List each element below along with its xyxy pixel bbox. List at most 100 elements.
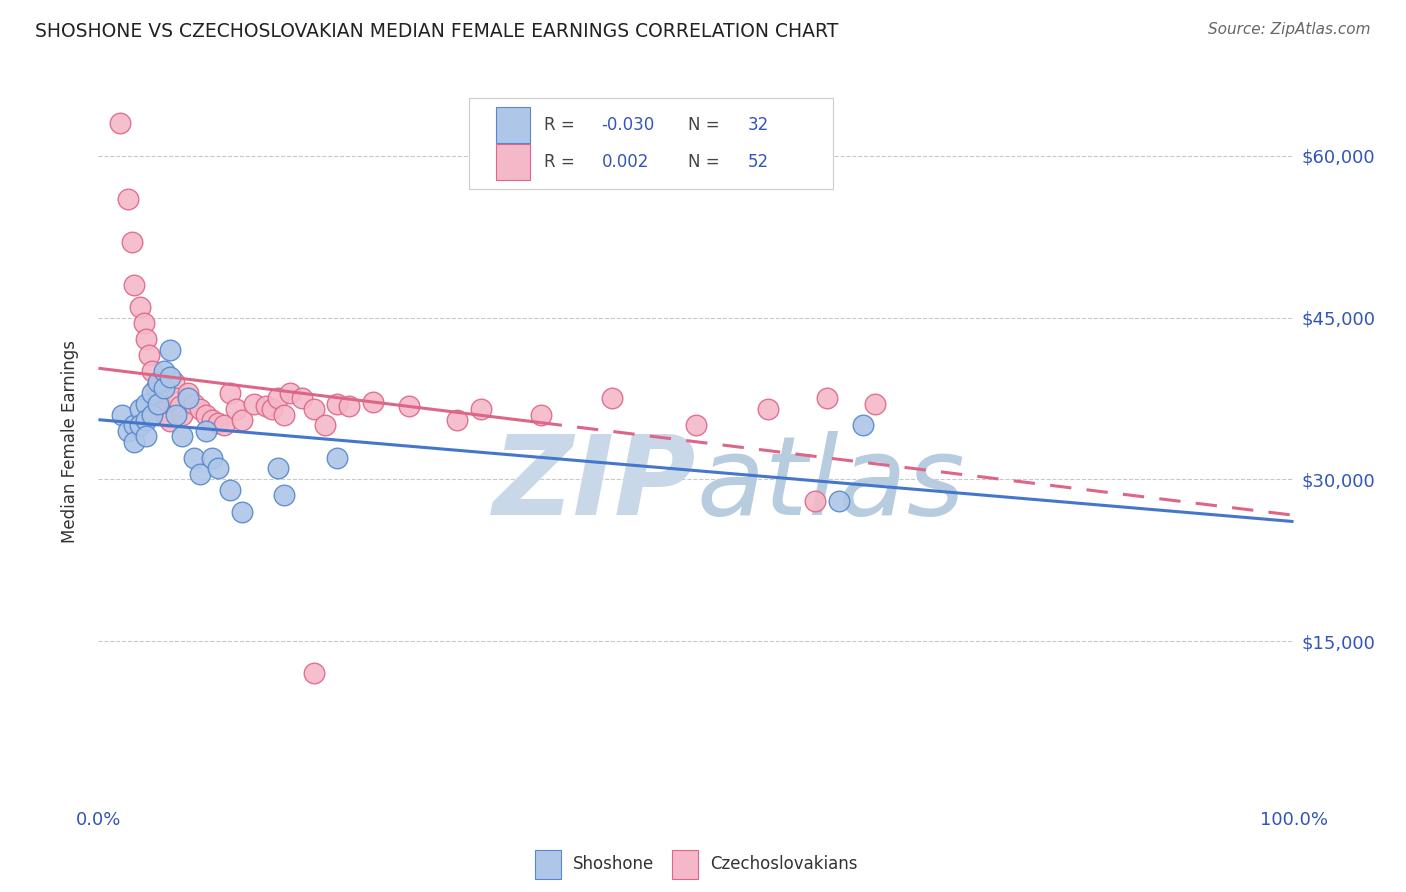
Text: N =: N = <box>688 153 724 170</box>
Text: 32: 32 <box>748 116 769 134</box>
Point <box>169 399 191 413</box>
Point <box>124 418 146 433</box>
Point <box>172 408 194 422</box>
Point <box>138 348 160 362</box>
Point <box>111 408 134 422</box>
Point <box>363 394 385 409</box>
Point <box>207 461 229 475</box>
Point <box>815 392 838 406</box>
Text: 0.002: 0.002 <box>602 153 650 170</box>
Point <box>183 397 205 411</box>
Point <box>163 376 186 390</box>
Point <box>195 424 218 438</box>
Point <box>201 413 224 427</box>
Point <box>756 402 779 417</box>
Point <box>219 483 242 497</box>
Point <box>273 488 295 502</box>
Point <box>231 413 253 427</box>
Point <box>267 392 290 406</box>
Text: N =: N = <box>688 116 724 134</box>
Point <box>273 408 295 422</box>
Point <box>153 364 176 378</box>
Text: SHOSHONE VS CZECHOSLOVAKIAN MEDIAN FEMALE EARNINGS CORRELATION CHART: SHOSHONE VS CZECHOSLOVAKIAN MEDIAN FEMAL… <box>35 22 838 41</box>
Point <box>141 386 163 401</box>
Point <box>129 402 152 417</box>
Point <box>129 418 152 433</box>
Point <box>243 397 266 411</box>
Point <box>225 402 247 417</box>
Point <box>165 408 187 422</box>
FancyBboxPatch shape <box>496 107 530 144</box>
FancyBboxPatch shape <box>496 144 530 180</box>
Point <box>132 316 155 330</box>
Point <box>159 343 181 357</box>
Point <box>212 418 235 433</box>
Point <box>231 505 253 519</box>
Point <box>148 376 170 390</box>
Point <box>188 467 211 481</box>
Text: Czechoslovakians: Czechoslovakians <box>710 855 858 873</box>
Point <box>852 418 875 433</box>
Point <box>135 397 157 411</box>
Y-axis label: Median Female Earnings: Median Female Earnings <box>60 340 79 543</box>
Text: atlas: atlas <box>696 432 965 539</box>
FancyBboxPatch shape <box>672 850 699 879</box>
Point <box>124 278 146 293</box>
Point <box>326 397 349 411</box>
Point <box>145 381 167 395</box>
Point <box>117 192 139 206</box>
Text: Shoshone: Shoshone <box>572 855 654 873</box>
Point <box>201 450 224 465</box>
Text: ZIP: ZIP <box>492 432 696 539</box>
Point <box>188 402 211 417</box>
Point <box>121 235 143 249</box>
Point <box>278 386 301 401</box>
Point <box>108 116 131 130</box>
Point <box>195 408 218 422</box>
Point <box>177 386 200 401</box>
Point <box>326 450 349 465</box>
FancyBboxPatch shape <box>470 98 834 189</box>
Text: -0.030: -0.030 <box>602 116 655 134</box>
Point <box>135 413 157 427</box>
Point <box>470 402 492 417</box>
Point <box>177 392 200 406</box>
Point <box>124 434 146 449</box>
Text: 52: 52 <box>748 153 769 170</box>
Point <box>153 405 176 419</box>
Point <box>135 332 157 346</box>
Point <box>149 399 172 413</box>
Text: Source: ZipAtlas.com: Source: ZipAtlas.com <box>1208 22 1371 37</box>
Point <box>159 414 181 428</box>
Text: R =: R = <box>544 153 581 170</box>
Point <box>159 369 181 384</box>
Point <box>117 424 139 438</box>
Point <box>804 493 827 508</box>
Point <box>530 408 553 422</box>
FancyBboxPatch shape <box>534 850 561 879</box>
Text: R =: R = <box>544 116 581 134</box>
Point <box>260 402 283 417</box>
Point <box>267 461 290 475</box>
Point <box>207 416 229 430</box>
Point <box>148 397 170 411</box>
Point <box>828 493 851 508</box>
Point <box>135 429 157 443</box>
Point <box>685 418 707 433</box>
Point <box>129 300 152 314</box>
Point <box>339 399 361 413</box>
Point <box>141 364 163 378</box>
Point <box>148 392 170 406</box>
Point <box>291 392 314 406</box>
Point <box>302 402 325 417</box>
Point <box>302 666 325 681</box>
Point <box>172 429 194 443</box>
Point <box>141 408 163 422</box>
Point <box>602 392 624 406</box>
Point <box>165 392 187 406</box>
Point <box>156 409 179 424</box>
Point <box>254 399 277 413</box>
Point <box>153 381 176 395</box>
Point <box>398 399 420 413</box>
Point <box>315 418 337 433</box>
